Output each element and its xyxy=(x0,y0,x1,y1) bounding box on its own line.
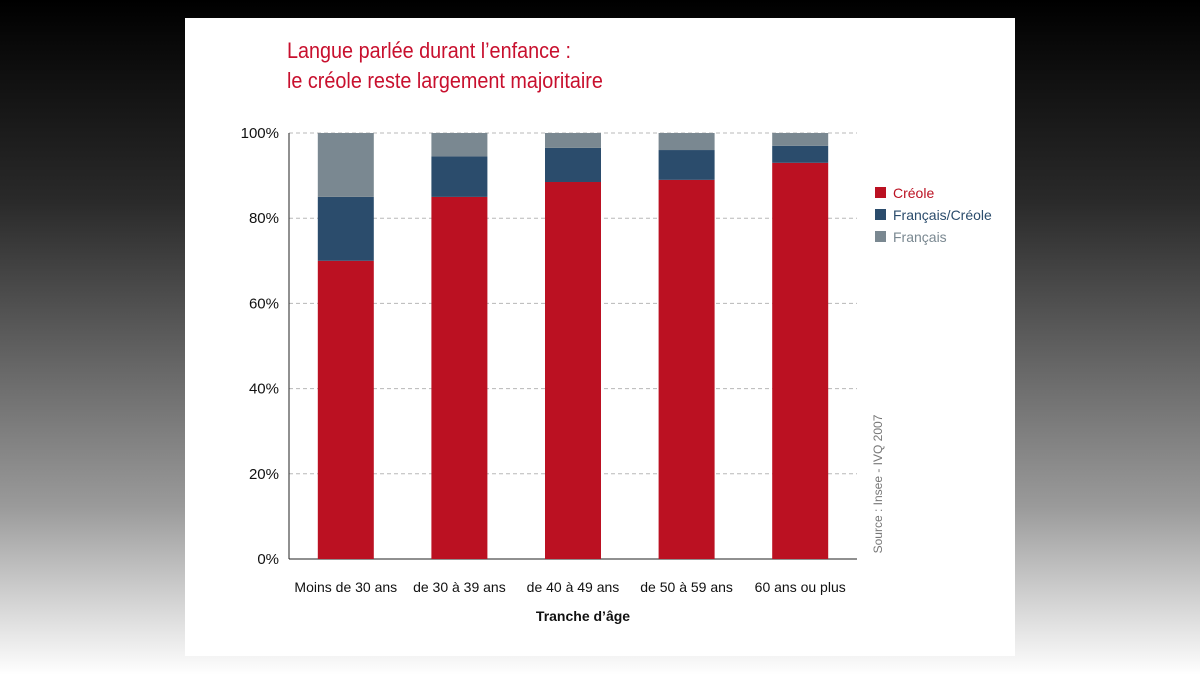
bar-segment xyxy=(658,133,715,151)
legend-label: Français/Créole xyxy=(893,207,992,223)
bar-segment xyxy=(317,196,374,261)
legend-swatch xyxy=(875,187,886,198)
bar-segment xyxy=(772,133,829,146)
bar-segment xyxy=(545,133,601,148)
x-axis-title: Tranche d’âge xyxy=(536,608,630,624)
y-tick-label: 100% xyxy=(241,125,279,142)
legend-label: Français xyxy=(893,229,947,245)
source-note: Source : Insee - IVQ 2007 xyxy=(871,414,885,553)
chart-title: Langue parlée durant l’enfance : xyxy=(287,38,572,63)
x-category-label: de 40 à 49 ans xyxy=(527,579,620,595)
legend-swatch xyxy=(875,231,886,242)
bar-segment xyxy=(772,145,829,163)
x-category-label: de 30 à 39 ans xyxy=(413,579,506,595)
y-tick-label: 0% xyxy=(257,551,279,568)
stacked-bar-chart: 0% 20% 40% 60% 80% 100% Moins de 30 ans de 30 à… xyxy=(241,125,992,624)
x-category-label: 60 ans ou plus xyxy=(755,579,846,595)
bar-segment xyxy=(772,162,829,559)
x-category-label: Moins de 30 ans xyxy=(294,579,397,595)
x-category-label: de 50 à 59 ans xyxy=(640,579,733,595)
bar-segment xyxy=(431,196,488,559)
bar-segment xyxy=(431,156,488,197)
y-tick-label: 60% xyxy=(249,295,279,312)
bar-segment xyxy=(545,147,601,182)
bar-segment xyxy=(317,133,374,197)
chart-title-block: Langue parlée durant l’enfance : le créo… xyxy=(287,36,603,96)
y-tick-label: 20% xyxy=(249,466,279,483)
bar-segment xyxy=(317,260,374,559)
y-tick-label: 40% xyxy=(249,381,279,398)
bar-segment xyxy=(658,179,715,560)
y-tick-label: 80% xyxy=(249,210,279,227)
chart-subtitle: le créole reste largement majoritaire xyxy=(287,68,603,93)
bar-segment xyxy=(658,150,715,180)
legend-swatch xyxy=(875,209,886,220)
legend-label: Créole xyxy=(893,185,934,201)
bar-segment xyxy=(545,181,601,560)
bar-segment xyxy=(431,133,488,157)
slide: Langue parlée durant l’enfance : le créo… xyxy=(185,18,1015,656)
